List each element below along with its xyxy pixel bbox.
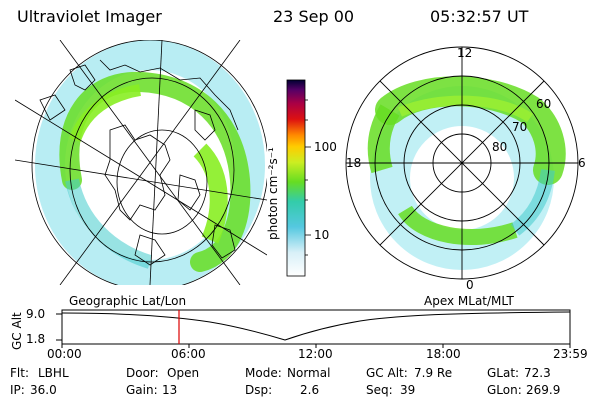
altitude-ymin: 1.8 (26, 332, 46, 346)
time-label: 05:32:57 UT (430, 7, 529, 26)
altitude-plot (56, 309, 571, 348)
geographic-map (15, 40, 267, 285)
colorbar-tick-10: 10 (314, 228, 330, 242)
lat-label-60: 60 (536, 97, 552, 111)
left-panel-label: Geographic Lat/Lon (69, 294, 187, 308)
footer-seq-label: Seq: (366, 383, 393, 397)
right-panel-label: Apex MLat/MLT (424, 294, 514, 308)
mlt-label-12: 12 (457, 46, 473, 60)
lat-label-70: 70 (512, 120, 528, 134)
footer-glon-value: 269.9 (526, 383, 561, 397)
x-tick-0000: 00:00 (47, 347, 82, 361)
x-tick-2359: 23:59 (553, 347, 588, 361)
colorbar (286, 79, 306, 277)
colorbar-tick-100: 100 (314, 140, 337, 154)
mlt-label-6: 6 (578, 156, 586, 170)
footer-gcalt-label: GC Alt: (366, 366, 408, 380)
footer-gain-label: Gain: (126, 383, 158, 397)
footer-ip-value: 36.0 (30, 383, 57, 397)
footer-ip-label: IP: (10, 383, 25, 397)
altitude-axis-title: GC Alt (10, 312, 24, 350)
mlt-label-0: 0 (466, 278, 474, 292)
footer-flt-value: LBHL (38, 366, 69, 380)
footer-mode-label: Mode: (245, 366, 282, 380)
footer-flt-label: Flt: (10, 366, 29, 380)
polar-plot (345, 46, 579, 280)
footer-dsp-value: 2.6 (300, 383, 320, 397)
lat-label-80: 80 (492, 140, 508, 154)
footer-dsp-label: Dsp: (245, 383, 273, 397)
colorbar-unit-label: photon cm⁻²s⁻¹ (266, 147, 280, 240)
footer-door-value: Open (167, 366, 200, 380)
footer-seq-value: 39 (400, 383, 416, 397)
instrument-title: Ultraviolet Imager (17, 7, 162, 26)
footer-glat-value: 72.3 (524, 366, 551, 380)
footer-mode-value: Normal (287, 366, 331, 380)
footer-glon-label: GLon: (487, 383, 522, 397)
date-label: 23 Sep 00 (273, 7, 355, 26)
mlt-label-18: 18 (346, 156, 362, 170)
footer-gain-value: 13 (162, 383, 178, 397)
x-tick-1200: 12:00 (298, 347, 333, 361)
footer-gcalt-value: 7.9 Re (414, 366, 453, 380)
x-tick-0600: 06:00 (171, 347, 206, 361)
footer-glat-label: GLat: (487, 366, 520, 380)
x-tick-1800: 18:00 (426, 347, 461, 361)
altitude-ymax: 9.0 (26, 307, 46, 321)
footer-door-label: Door: (126, 366, 159, 380)
